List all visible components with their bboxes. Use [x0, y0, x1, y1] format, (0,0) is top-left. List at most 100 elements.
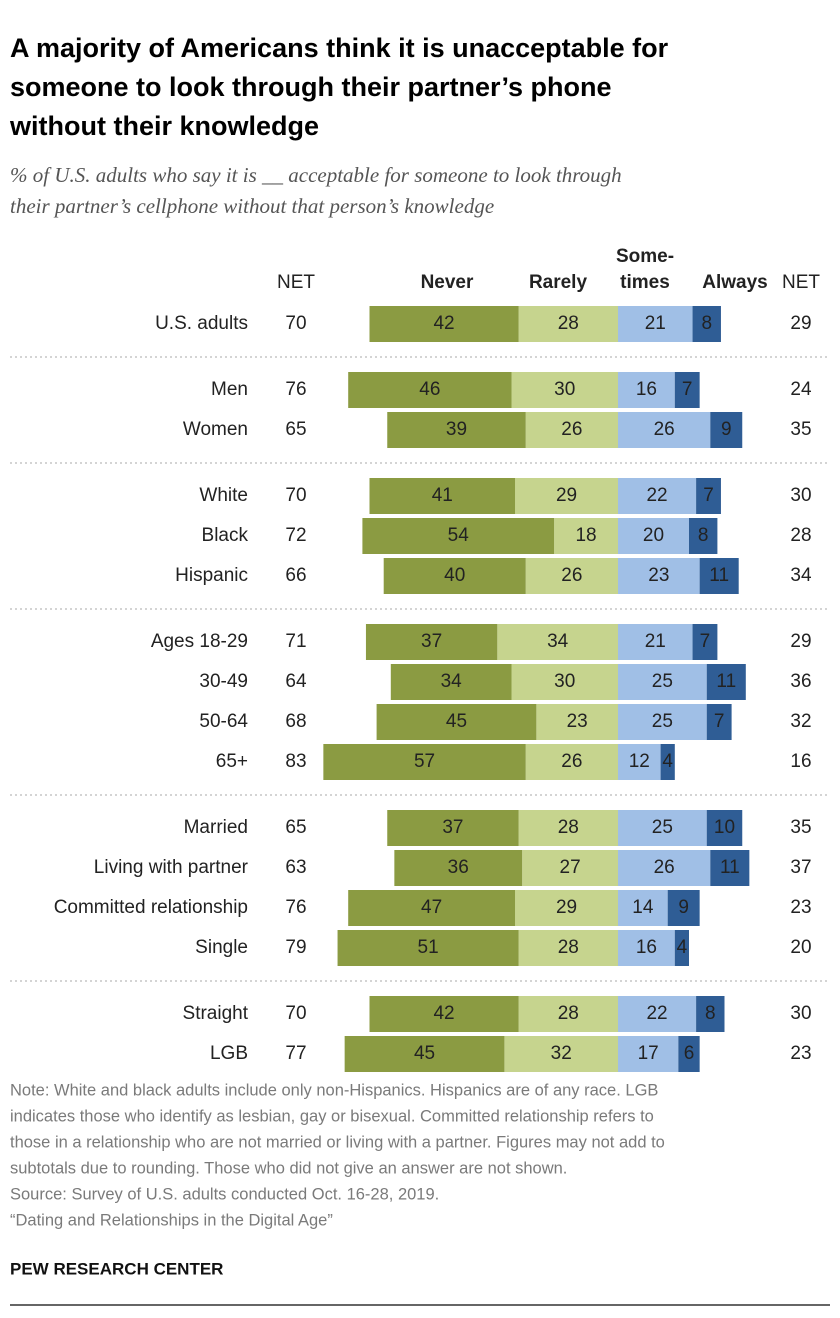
bar-label: 28: [558, 937, 579, 958]
bar-segment: [710, 850, 750, 886]
bar-label: 42: [433, 1003, 454, 1024]
bar-label: 41: [432, 485, 453, 506]
net-right: 23: [790, 897, 811, 918]
row-label: Single: [195, 937, 248, 958]
bar-label: 7: [682, 379, 693, 400]
chart-subtitle: % of U.S. adults who say it is __ accept…: [10, 163, 622, 187]
net-right: 29: [790, 631, 811, 652]
bar-label: 7: [703, 485, 714, 506]
net-left: 71: [285, 631, 306, 652]
bar-segment: [525, 558, 618, 594]
bar-segment: [387, 412, 526, 448]
bar-segment: [515, 478, 618, 514]
bar-segment: [383, 558, 526, 594]
bar-segment: [518, 996, 618, 1032]
bar-label: 26: [561, 565, 582, 586]
bar-label: 28: [558, 1003, 579, 1024]
bar-label: 17: [638, 1043, 659, 1064]
bar-label: 25: [652, 817, 673, 838]
row-label: Men: [211, 379, 248, 400]
bar-label: 7: [700, 631, 711, 652]
bar-segment: [511, 372, 618, 408]
bar-label: 37: [421, 631, 442, 652]
net-right: 37: [790, 857, 811, 878]
bar-label: 21: [645, 313, 666, 334]
series-header: Some-times: [616, 246, 674, 293]
bar-segment: [618, 372, 675, 408]
row-label: Living with partner: [94, 857, 249, 878]
bar-segment: [618, 704, 707, 740]
bar-label: 4: [677, 937, 688, 958]
bar-segment: [323, 744, 526, 780]
chart-title: someone to look through their partner’s …: [10, 72, 612, 102]
series-header: Rarely: [529, 272, 588, 293]
bar-segment: [497, 624, 618, 660]
bar-segment: [689, 518, 718, 554]
net-left: 68: [285, 711, 306, 732]
bar-segment: [525, 412, 618, 448]
bar-label: 34: [547, 631, 569, 652]
bar-label: 25: [652, 711, 673, 732]
bar-segment: [710, 412, 743, 448]
bar-segment: [365, 624, 498, 660]
bar-segment: [618, 664, 707, 700]
net-right: 34: [790, 565, 812, 586]
bar-label: 36: [448, 857, 469, 878]
bar-segment: [618, 744, 661, 780]
net-left: 83: [285, 751, 306, 772]
net-left: 64: [285, 671, 307, 692]
note: indicates those who identify as lesbian,…: [10, 1107, 654, 1125]
net-right: 28: [790, 525, 811, 546]
bar-segment: [618, 930, 675, 966]
bar-segment: [678, 1036, 700, 1072]
net-left: 79: [285, 937, 306, 958]
row-label: Straight: [183, 1003, 249, 1024]
bar-segment: [706, 704, 732, 740]
bar-segment: [696, 478, 721, 514]
bar-label: 26: [561, 751, 582, 772]
bar-label: 12: [629, 751, 650, 772]
net-left: 76: [285, 897, 306, 918]
net-right: 29: [790, 313, 811, 334]
bar-segment: [515, 890, 618, 926]
bar-label: 28: [558, 817, 579, 838]
bar-label: 54: [448, 525, 470, 546]
net-right: 24: [790, 379, 812, 400]
net-right: 36: [790, 671, 811, 692]
chart-title: without their knowledge: [9, 111, 319, 141]
net-right: 32: [790, 711, 811, 732]
note: “Dating and Relationships in the Digital…: [10, 1211, 333, 1229]
bar-label: 14: [632, 897, 654, 918]
bar-segment: [618, 624, 693, 660]
bar-label: 8: [701, 313, 712, 334]
bar-segment: [706, 664, 746, 700]
bar-label: 26: [654, 857, 675, 878]
bar-segment: [667, 890, 700, 926]
bar-segment: [536, 704, 618, 740]
net-header: NET: [277, 272, 315, 293]
net-left: 65: [285, 817, 306, 838]
bar-label: 29: [556, 897, 577, 918]
bar-label: 27: [560, 857, 581, 878]
row-label: Black: [202, 525, 249, 546]
bar-segment: [618, 412, 711, 448]
row-label: 50-64: [199, 711, 248, 732]
bar-segment: [504, 1036, 618, 1072]
bar-label: 16: [636, 379, 657, 400]
bar-segment: [618, 850, 711, 886]
note: subtotals due to rounding. Those who did…: [10, 1159, 567, 1177]
bar-label: 45: [414, 1043, 435, 1064]
bar-segment: [554, 518, 618, 554]
bar-label: 23: [567, 711, 588, 732]
bar-label: 45: [446, 711, 467, 732]
bar-segment: [618, 558, 700, 594]
bar-segment: [618, 996, 697, 1032]
bar-label: 37: [442, 817, 463, 838]
bar-label: 8: [698, 525, 709, 546]
bar-label: 18: [575, 525, 596, 546]
bar-label: 21: [645, 631, 666, 652]
bar-segment: [674, 372, 700, 408]
series-header: Never: [421, 272, 474, 293]
net-left: 72: [285, 525, 306, 546]
